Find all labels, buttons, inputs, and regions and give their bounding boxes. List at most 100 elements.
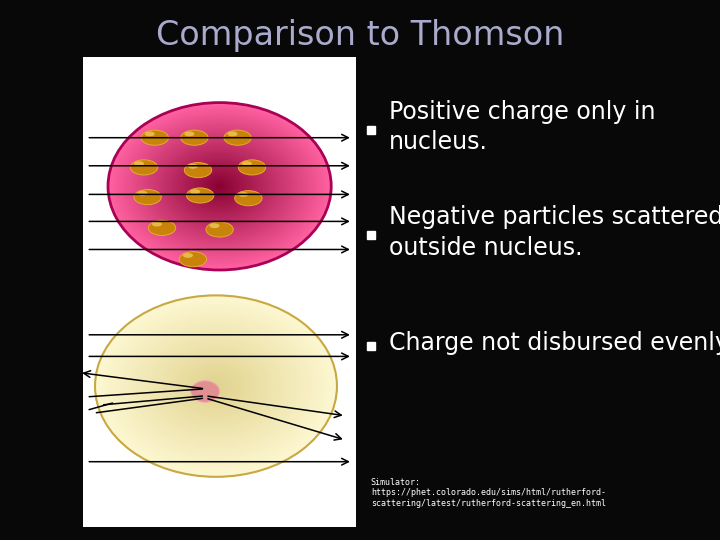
Ellipse shape (145, 130, 294, 242)
Ellipse shape (205, 176, 234, 197)
Ellipse shape (168, 147, 271, 225)
Ellipse shape (141, 130, 168, 145)
Ellipse shape (150, 134, 289, 238)
Ellipse shape (124, 317, 308, 455)
Ellipse shape (214, 182, 225, 191)
Text: Comparison to Thomson: Comparison to Thomson (156, 18, 564, 52)
Text: Charge not disbursed evenly.: Charge not disbursed evenly. (389, 331, 720, 355)
Ellipse shape (157, 342, 275, 430)
Ellipse shape (170, 352, 262, 421)
Ellipse shape (216, 386, 217, 387)
Ellipse shape (174, 152, 266, 221)
Ellipse shape (235, 191, 262, 206)
Ellipse shape (208, 178, 231, 195)
Ellipse shape (162, 143, 277, 230)
Ellipse shape (186, 188, 214, 203)
Ellipse shape (207, 380, 225, 393)
Ellipse shape (116, 109, 323, 264)
Ellipse shape (184, 131, 194, 137)
Ellipse shape (179, 156, 260, 217)
Text: Positive charge only in
nucleus.: Positive charge only in nucleus. (389, 99, 655, 154)
Ellipse shape (190, 189, 200, 194)
Ellipse shape (132, 323, 300, 449)
Ellipse shape (186, 364, 246, 408)
Ellipse shape (148, 132, 292, 240)
FancyBboxPatch shape (83, 57, 356, 526)
Ellipse shape (171, 150, 269, 223)
Ellipse shape (127, 117, 312, 255)
Ellipse shape (228, 131, 238, 137)
Ellipse shape (113, 106, 326, 266)
Ellipse shape (195, 370, 237, 402)
Circle shape (191, 381, 220, 402)
Ellipse shape (112, 308, 320, 464)
Ellipse shape (156, 139, 283, 234)
Ellipse shape (152, 221, 162, 227)
Ellipse shape (184, 163, 212, 178)
Ellipse shape (194, 167, 246, 206)
Ellipse shape (128, 320, 304, 452)
Ellipse shape (242, 161, 252, 166)
Ellipse shape (165, 145, 274, 227)
Ellipse shape (166, 348, 266, 424)
Ellipse shape (148, 220, 176, 235)
Ellipse shape (182, 361, 250, 411)
Ellipse shape (95, 295, 337, 477)
Ellipse shape (182, 158, 257, 214)
Ellipse shape (217, 184, 222, 188)
Ellipse shape (134, 161, 144, 166)
Ellipse shape (108, 103, 331, 270)
Ellipse shape (206, 222, 233, 237)
Ellipse shape (185, 160, 254, 212)
Ellipse shape (238, 192, 248, 197)
Ellipse shape (174, 355, 258, 417)
Ellipse shape (99, 298, 333, 474)
Ellipse shape (161, 345, 271, 427)
Text: Simulator:
https://phet.colorado.edu/sims/html/rutherford-
scattering/latest/rut: Simulator: https://phet.colorado.edu/sim… (371, 478, 606, 508)
Ellipse shape (115, 310, 317, 462)
Ellipse shape (136, 124, 303, 249)
Ellipse shape (188, 163, 251, 210)
Ellipse shape (122, 113, 318, 260)
Ellipse shape (176, 154, 263, 219)
Ellipse shape (142, 128, 297, 245)
Ellipse shape (188, 164, 198, 168)
Ellipse shape (203, 376, 229, 396)
Ellipse shape (139, 126, 300, 247)
Ellipse shape (181, 130, 208, 145)
Ellipse shape (159, 141, 280, 232)
Ellipse shape (107, 305, 325, 468)
Ellipse shape (138, 191, 148, 195)
Ellipse shape (178, 357, 254, 415)
Ellipse shape (136, 326, 296, 446)
Ellipse shape (224, 130, 251, 145)
Ellipse shape (119, 111, 320, 262)
Ellipse shape (140, 329, 292, 443)
Ellipse shape (179, 252, 207, 267)
Ellipse shape (199, 373, 233, 399)
Ellipse shape (120, 314, 312, 458)
Ellipse shape (202, 173, 237, 199)
Ellipse shape (183, 253, 193, 258)
Ellipse shape (110, 104, 329, 268)
Ellipse shape (197, 169, 243, 204)
Text: Negative particles scattered
outside nucleus.: Negative particles scattered outside nuc… (389, 205, 720, 260)
Ellipse shape (191, 165, 248, 208)
Ellipse shape (238, 160, 266, 175)
Ellipse shape (103, 301, 329, 471)
Ellipse shape (134, 190, 161, 205)
Ellipse shape (130, 160, 158, 175)
Ellipse shape (153, 339, 279, 433)
Ellipse shape (191, 367, 241, 405)
Ellipse shape (133, 122, 306, 251)
Ellipse shape (130, 119, 309, 253)
Ellipse shape (199, 171, 240, 201)
Ellipse shape (211, 180, 228, 193)
Ellipse shape (210, 224, 220, 228)
Ellipse shape (153, 137, 286, 236)
Ellipse shape (145, 131, 155, 137)
Ellipse shape (125, 115, 315, 258)
Ellipse shape (149, 336, 283, 436)
Ellipse shape (145, 333, 287, 440)
Ellipse shape (212, 383, 220, 389)
